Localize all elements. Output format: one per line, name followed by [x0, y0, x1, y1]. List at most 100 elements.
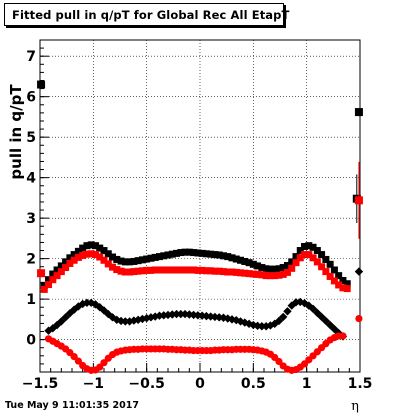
- y-tick-label: 5: [26, 130, 36, 146]
- black-diamond-point: [227, 315, 237, 324]
- black-square-point: [130, 257, 138, 265]
- red-circle-point: [100, 359, 108, 367]
- black-diamond-point: [232, 315, 241, 325]
- black-diamond-point: [163, 310, 173, 320]
- red-square-point: [45, 281, 53, 289]
- red-square-point: [49, 276, 57, 284]
- red-square-point: [130, 268, 138, 276]
- black-square-point: [313, 247, 321, 255]
- black-diamond-point: [283, 307, 292, 316]
- black-square-point: [190, 249, 198, 257]
- black-square-point: [181, 248, 189, 256]
- black-square-point: [245, 259, 253, 267]
- red-square-point: [96, 253, 104, 261]
- red-circle-point: [74, 357, 82, 365]
- x-tick-label: 1.5: [348, 376, 373, 392]
- chart-title-box: Fitted pull in q/pT for Global Rec All E…: [4, 3, 289, 26]
- black-square-point: [275, 265, 283, 273]
- red-square-point: [309, 254, 317, 262]
- black-square-point: [237, 256, 245, 264]
- black-square-point: [228, 254, 236, 262]
- black-diamond-point: [223, 314, 232, 323]
- black-square-point: [296, 247, 304, 255]
- black-diamond-point: [87, 298, 96, 307]
- black-square-point: [79, 244, 87, 252]
- red-square-point: [296, 254, 304, 262]
- x-tick-label: 0: [195, 376, 205, 392]
- black-square-point: [126, 258, 134, 266]
- black-diamond-point: [159, 311, 168, 320]
- red-square-point: [147, 266, 155, 274]
- y-tick-label: 0: [26, 333, 36, 349]
- red-square-point: [155, 266, 163, 274]
- black-square-point: [87, 241, 95, 249]
- black-square-point: [109, 253, 117, 261]
- black-square-point: [343, 280, 351, 288]
- black-diamond-point: [172, 309, 181, 319]
- black-diamond-point: [257, 322, 267, 331]
- black-square-point: [168, 250, 176, 258]
- date-stamp: Tue May 9 11:01:35 2017: [5, 400, 139, 411]
- red-square-point: [177, 266, 185, 274]
- chart-title: Fitted pull in q/pT for Global Rec All E…: [12, 8, 290, 22]
- red-square-point: [40, 285, 48, 293]
- red-square-point: [313, 258, 321, 266]
- red-square-point: [283, 268, 291, 276]
- red-square-point: [185, 266, 193, 274]
- red-circle-point: [70, 353, 78, 361]
- red-square-point: [219, 268, 227, 276]
- red-square-point: [215, 267, 223, 275]
- red-circle-point: [96, 363, 104, 371]
- y-tick-label: 2: [26, 252, 36, 268]
- black-square-point: [339, 276, 347, 284]
- black-square-point: [49, 270, 57, 278]
- black-diamond-point: [61, 313, 70, 322]
- black-diamond-point: [95, 303, 104, 312]
- black-square-point: [254, 262, 262, 270]
- black-square-point: [91, 242, 99, 250]
- red-square-point: [224, 268, 232, 276]
- y-tick-label: 6: [26, 90, 36, 106]
- black-square-point: [309, 243, 317, 251]
- black-square-point: [143, 255, 151, 263]
- black-square-point: [283, 262, 291, 270]
- y-tick-labels: 0 1 2 3 4 5 6 7: [26, 49, 36, 348]
- black-square-point: [96, 244, 104, 252]
- black-square-point: [177, 249, 185, 257]
- red-square-point: [301, 251, 309, 259]
- red-square-point: [57, 268, 65, 276]
- red-square-edge-point: [37, 269, 46, 278]
- red-square-point: [194, 266, 202, 274]
- black-square-point: [279, 264, 287, 272]
- red-square-point: [87, 250, 95, 258]
- red-circle-point: [339, 332, 347, 340]
- x-tick-labels: −1.5 −1 −0.5 0 0.5 1 1.5: [22, 376, 373, 392]
- y-tick-label: 1: [26, 292, 36, 308]
- black-square-point: [266, 265, 274, 273]
- black-square-point: [249, 260, 257, 268]
- y-tick-label: 4: [26, 171, 36, 187]
- black-square-point: [117, 257, 125, 265]
- red-square-point: [138, 267, 146, 275]
- black-diamond-point: [168, 310, 177, 319]
- black-square-point: [66, 254, 74, 262]
- red-square-point: [113, 266, 121, 274]
- black-square-point: [301, 242, 309, 250]
- black-square-point: [194, 249, 202, 257]
- red-square-point: [126, 268, 134, 276]
- red-square-point: [318, 263, 326, 271]
- red-square-point: [74, 253, 82, 261]
- red-square-point: [305, 251, 313, 259]
- black-square-point: [207, 250, 215, 258]
- black-square-point: [185, 248, 193, 256]
- red-square-point: [262, 272, 270, 280]
- x-tick-label: −1.5: [22, 376, 59, 392]
- red-square-point: [288, 264, 296, 272]
- red-circle-edge-point: [355, 314, 363, 323]
- red-square-point: [237, 269, 245, 277]
- x-tick-label: −1: [83, 376, 104, 392]
- red-square-point: [104, 260, 112, 268]
- black-square-point: [305, 242, 313, 250]
- red-square-point: [339, 284, 347, 292]
- red-square-point: [335, 281, 343, 289]
